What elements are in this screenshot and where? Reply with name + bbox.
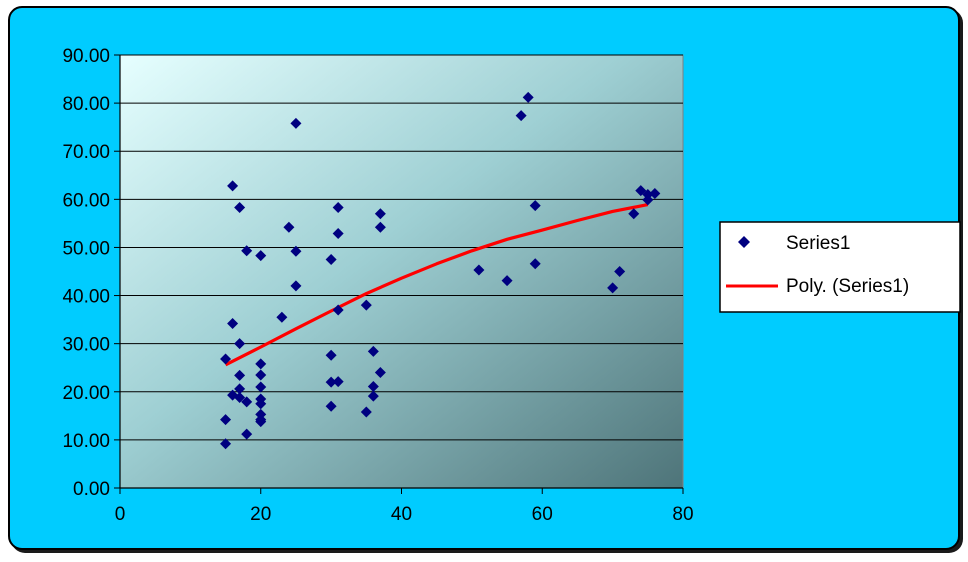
- data-point: [255, 416, 267, 428]
- x-tick-label: 0: [115, 504, 126, 525]
- data-point: [276, 311, 288, 323]
- data-point: [255, 369, 267, 381]
- y-tick-label: 40.00: [62, 287, 110, 308]
- data-point: [374, 208, 386, 220]
- x-tick-label: 40: [391, 504, 412, 525]
- data-point: [234, 202, 246, 214]
- data-point: [607, 282, 619, 294]
- legend: Series1 Poly. (Series1): [719, 221, 961, 313]
- data-point: [374, 221, 386, 233]
- data-point: [501, 275, 513, 287]
- y-tick-label: 50.00: [62, 238, 110, 259]
- x-tick-label: 20: [250, 504, 271, 525]
- data-point: [332, 227, 344, 239]
- data-point: [241, 428, 253, 440]
- data-point: [220, 414, 232, 426]
- data-point: [332, 376, 344, 388]
- plot-area: [119, 54, 684, 489]
- data-point: [374, 367, 386, 379]
- data-point: [367, 390, 379, 402]
- data-point: [325, 349, 337, 361]
- data-point: [227, 180, 239, 192]
- data-point: [332, 202, 344, 214]
- data-point: [227, 317, 239, 329]
- data-point: [367, 345, 379, 357]
- data-point: [220, 353, 232, 365]
- x-tick-label: 60: [532, 504, 553, 525]
- data-point: [290, 245, 302, 257]
- data-point: [529, 258, 541, 270]
- y-tick-label: 30.00: [62, 335, 110, 356]
- data-point: [234, 338, 246, 350]
- data-point: [628, 208, 640, 220]
- y-tick-label: 10.00: [62, 431, 110, 452]
- data-point: [515, 110, 527, 122]
- y-tick-label: 80.00: [62, 94, 110, 115]
- data-point: [642, 194, 654, 206]
- data-point: [529, 200, 541, 212]
- data-points: [220, 91, 661, 450]
- data-point: [522, 91, 534, 103]
- data-point: [283, 221, 295, 233]
- legend-marker-series1: [738, 236, 750, 248]
- y-tick-label: 70.00: [62, 142, 110, 163]
- data-point: [360, 299, 372, 311]
- legend-box: [719, 221, 961, 313]
- data-point: [332, 304, 344, 316]
- data-point: [290, 280, 302, 292]
- trendline-poly: [224, 203, 649, 367]
- x-tick-label: 80: [672, 504, 693, 525]
- data-point: [255, 381, 267, 393]
- trendline-layer: [224, 203, 649, 367]
- y-tick-label: 0.00: [73, 479, 110, 500]
- data-point: [325, 400, 337, 412]
- data-point: [360, 406, 372, 418]
- data-point: [234, 392, 246, 404]
- data-point: [473, 264, 485, 276]
- legend-label-trend: Poly. (Series1): [786, 276, 909, 297]
- data-point: [241, 396, 253, 408]
- data-point: [325, 253, 337, 265]
- data-point: [234, 383, 246, 395]
- data-point: [367, 380, 379, 392]
- data-point: [649, 188, 661, 200]
- data-point: [614, 266, 626, 277]
- axes: 0.00 10.00 20.00 30.00 40.00 50.00 60.00 70.00 8…: [62, 46, 693, 525]
- y-tick-label: 90.00: [62, 46, 110, 67]
- data-point: [255, 250, 267, 262]
- data-point: [290, 117, 302, 129]
- data-point: [234, 369, 246, 381]
- y-tick-label: 60.00: [62, 190, 110, 211]
- legend-label-series1: Series1: [786, 233, 850, 254]
- data-point: [220, 438, 232, 450]
- data-point: [255, 358, 267, 370]
- data-point: [241, 245, 253, 257]
- data-point: [325, 376, 337, 388]
- gridlines: [120, 54, 683, 441]
- y-tick-label: 20.00: [62, 383, 110, 404]
- data-point: [255, 398, 267, 410]
